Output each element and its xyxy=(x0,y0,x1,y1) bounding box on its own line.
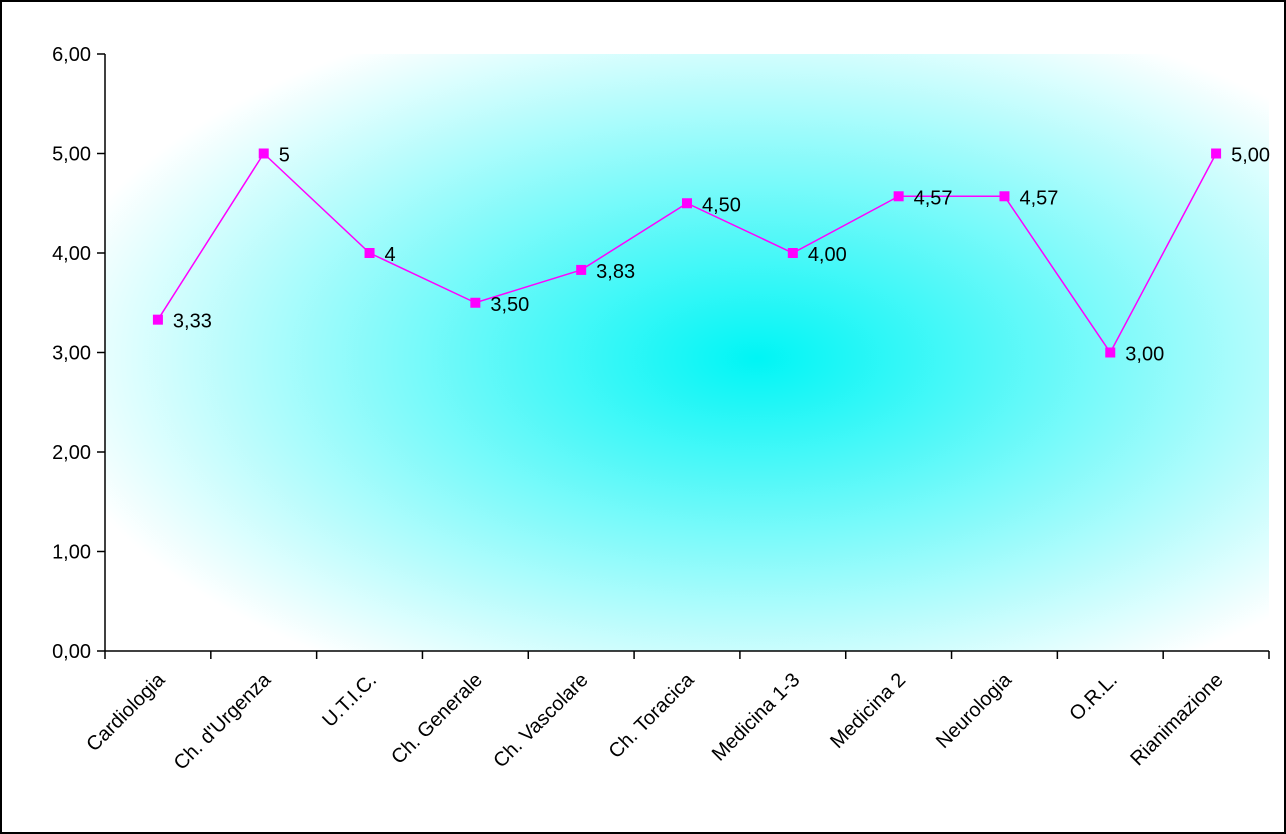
data-point-marker xyxy=(364,248,375,258)
data-point-marker xyxy=(576,264,587,275)
data-label: 4 xyxy=(385,244,396,266)
data-label: 4,57 xyxy=(914,187,953,209)
data-labels: 3,33 5 4 3,50 3,83 4,50 4,00 4,57 4,57 3,00 5,00 xyxy=(173,145,1270,366)
data-point-marker xyxy=(1105,347,1116,358)
data-label: 3,33 xyxy=(173,311,212,333)
y-tick-label: 0,00 xyxy=(52,641,91,663)
plot-area xyxy=(105,54,1269,651)
x-category-label: Ch. d'Urgenza xyxy=(170,668,276,774)
data-point-marker xyxy=(470,297,481,308)
x-category-label: Ch. Toracica xyxy=(605,668,700,763)
y-tick-label: 6,00 xyxy=(52,44,91,66)
y-tick-label: 5,00 xyxy=(52,144,91,166)
data-label: 3,00 xyxy=(1125,344,1164,366)
x-category-label: Medicina 2 xyxy=(826,669,910,753)
y-axis-ticks: 0,00 1,00 2,00 3,00 4,00 5,00 6,00 xyxy=(52,44,105,663)
y-tick-label: 3,00 xyxy=(52,343,91,365)
data-label: 5,00 xyxy=(1231,145,1270,167)
data-label: 4,00 xyxy=(808,244,847,266)
data-point-marker xyxy=(893,191,904,202)
x-category-label: Ch. Vascolare xyxy=(489,669,592,772)
y-tick-label: 2,00 xyxy=(52,442,91,464)
data-label: 4,50 xyxy=(702,194,741,216)
x-category-label: Ch. Generale xyxy=(387,669,487,769)
series-line xyxy=(152,148,1222,358)
y-tick-label: 4,00 xyxy=(52,243,91,265)
data-point-marker xyxy=(258,148,269,159)
data-label: 5 xyxy=(279,145,290,167)
x-category-label: Rianimazione xyxy=(1126,669,1227,770)
x-category-label: U.T.I.C. xyxy=(318,669,381,732)
data-point-marker xyxy=(1211,148,1222,159)
data-label: 4,57 xyxy=(1019,187,1058,209)
data-point-marker xyxy=(999,191,1010,202)
x-category-label: Medicina 1-3 xyxy=(708,669,805,766)
data-point-marker xyxy=(787,248,798,258)
data-label: 3,83 xyxy=(596,261,635,283)
x-category-label: Cardiologia xyxy=(82,668,170,756)
data-point-marker xyxy=(682,198,692,209)
x-category-label: O.R.L. xyxy=(1065,669,1121,725)
x-axis-ticks: Cardiologia Ch. d'Urgenza U.T.I.C. Ch. Gene… xyxy=(82,651,1270,774)
data-point-marker xyxy=(152,314,163,325)
x-category-label: Neurologia xyxy=(932,668,1017,753)
data-label: 3,50 xyxy=(490,294,529,316)
y-tick-label: 1,00 xyxy=(52,542,91,564)
